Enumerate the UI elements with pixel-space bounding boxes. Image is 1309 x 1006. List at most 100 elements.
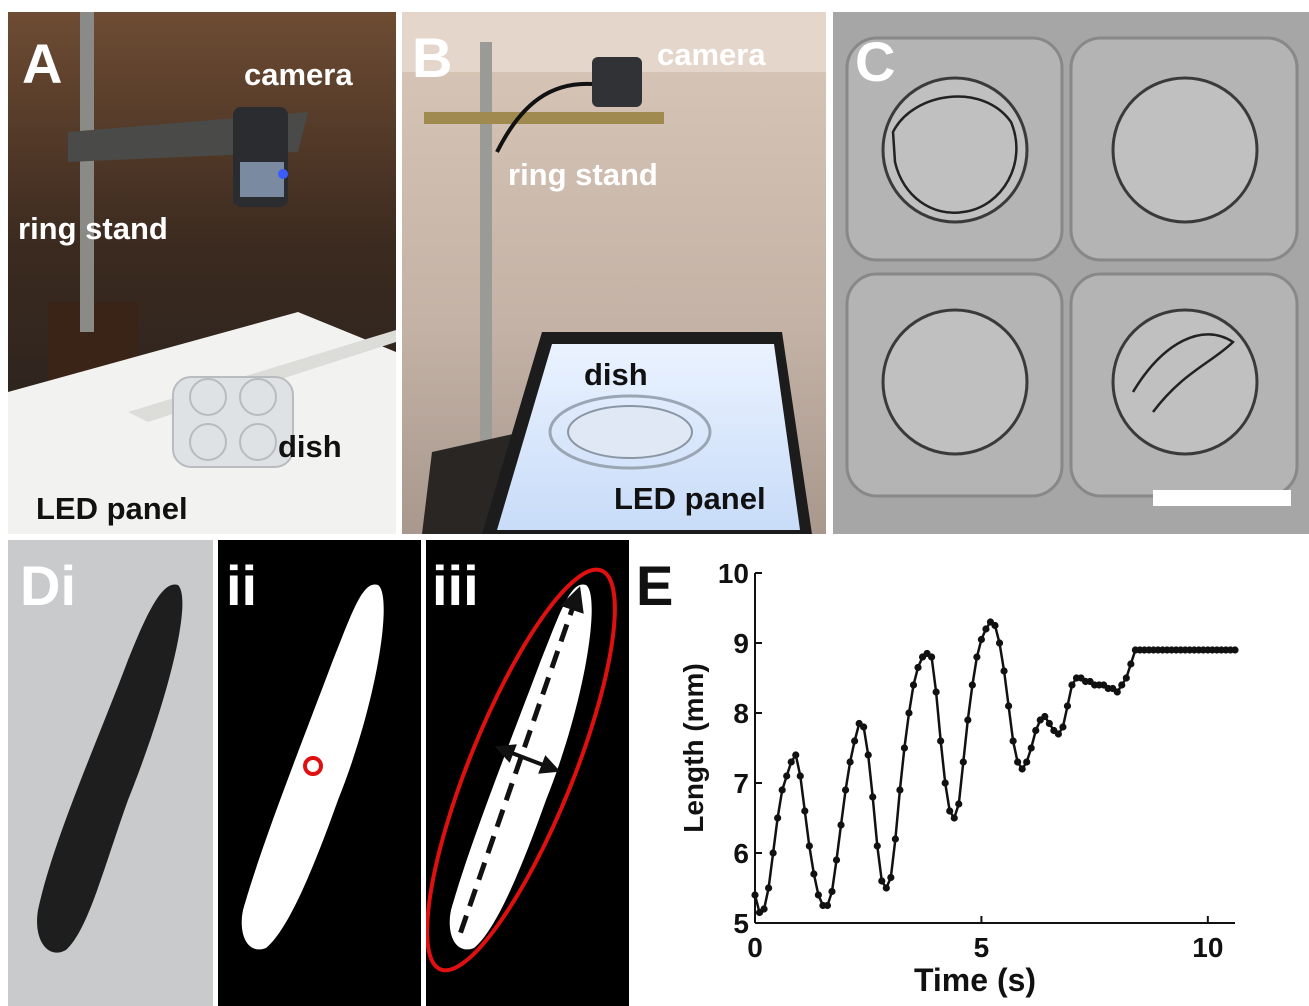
data-point: [1068, 681, 1076, 689]
data-point: [1231, 646, 1239, 654]
data-point: [814, 891, 822, 899]
data-point: [914, 663, 922, 672]
data-point: [751, 891, 759, 899]
data-point: [783, 772, 791, 780]
y-tick-label: 6: [733, 838, 749, 869]
data-point: [864, 751, 872, 759]
data-point: [869, 793, 877, 801]
x-tick-label: 10: [1192, 932, 1223, 963]
fitted-ellipse: [426, 567, 617, 973]
label-led-panel-b: LED panel: [614, 481, 766, 516]
data-point: [946, 807, 954, 815]
label-led-panel-a: LED panel: [36, 491, 188, 526]
panel-a-photo: A camera ring stand dish LED panel: [8, 12, 396, 534]
data-point: [796, 772, 804, 780]
panel-di-raw: Di: [8, 540, 213, 1006]
label-dish-b: dish: [584, 357, 648, 392]
y-tick-label: 10: [718, 558, 749, 589]
data-point: [977, 635, 986, 644]
data-point: [882, 884, 890, 892]
data-point: [837, 821, 845, 829]
data-point: [851, 737, 859, 745]
panel-dii-binary: ii: [218, 540, 421, 1006]
data-point: [823, 901, 832, 910]
data-point: [968, 681, 976, 689]
data-point: [1027, 744, 1035, 752]
data-point: [769, 849, 777, 857]
scale-bar: [1153, 490, 1291, 506]
data-point: [973, 653, 981, 661]
panel-c-wells: C: [833, 12, 1309, 534]
data-point: [1118, 681, 1126, 689]
panel-label-di: Di: [20, 554, 76, 617]
centroid-marker: [303, 756, 323, 776]
panel-label-c: C: [855, 30, 896, 93]
label-ring-stand-a: ring stand: [18, 211, 168, 246]
y-tick-label: 7: [733, 768, 749, 799]
worm-binary-image: [218, 540, 421, 1006]
minor-axis-arrow: [494, 744, 561, 774]
data-point: [932, 688, 940, 696]
y-tick-label: 9: [733, 628, 749, 659]
data-point: [905, 709, 913, 717]
x-tick-label: 0: [747, 932, 763, 963]
data-point: [928, 653, 936, 661]
data-point: [1045, 719, 1053, 728]
data-point: [995, 639, 1004, 647]
panel-e-chart: E 5 6 7 8 9 10 0 5 10 Time (s) Length (mm): [632, 540, 1309, 1006]
label-camera-b: camera: [657, 37, 766, 72]
data-point: [1041, 712, 1049, 721]
data-point: [801, 807, 809, 815]
data-point: [810, 870, 818, 878]
data-point: [878, 877, 886, 885]
data-point: [792, 751, 800, 759]
data-point: [1009, 737, 1017, 745]
data-point: [941, 779, 949, 787]
data-point: [787, 758, 795, 766]
data-point: [991, 621, 999, 630]
worm-ellipse-fit: [426, 540, 629, 1006]
panel-label-e: E: [636, 554, 674, 617]
panel-label-b: B: [412, 26, 453, 89]
four-well-dish-image: [833, 12, 1309, 534]
panel-label-diii: iii: [432, 554, 479, 617]
setup-photo-b: [402, 12, 826, 534]
data-point: [896, 786, 904, 794]
data-point: [891, 835, 899, 843]
data-point: [937, 737, 945, 745]
data-point: [1113, 688, 1121, 696]
data-point: [764, 884, 773, 892]
label-dish-a: dish: [278, 429, 342, 464]
data-point: [1018, 765, 1026, 773]
y-axis-label: Length (mm): [678, 663, 709, 833]
data-point: [841, 786, 850, 794]
data-point: [1004, 702, 1013, 710]
y-tick-label: 8: [733, 698, 749, 729]
data-point: [982, 625, 990, 633]
panel-diii-fit: iii: [426, 540, 629, 1006]
data-point: [832, 856, 841, 864]
data-point: [955, 800, 963, 808]
data-point: [1032, 726, 1040, 735]
label-ring-stand-b: ring stand: [508, 157, 658, 192]
data-point: [805, 842, 813, 850]
data-point: [1127, 660, 1135, 668]
data-point: [846, 758, 854, 766]
data-point: [950, 814, 958, 822]
data-point: [1059, 723, 1067, 731]
data-point: [1000, 667, 1008, 675]
data-point: [959, 758, 967, 766]
worm-raw-image: [8, 540, 213, 1006]
setup-photo-a: [8, 12, 396, 534]
data-point: [900, 744, 909, 752]
data-point: [1014, 758, 1022, 766]
data-point: [828, 887, 836, 896]
y-tick-label: 5: [733, 908, 749, 939]
data-point: [887, 873, 895, 882]
data-point: [1063, 702, 1072, 710]
data-point: [873, 842, 881, 850]
data-point: [1122, 674, 1130, 682]
data-point: [1023, 758, 1031, 766]
length-series-line: [753, 620, 1235, 915]
